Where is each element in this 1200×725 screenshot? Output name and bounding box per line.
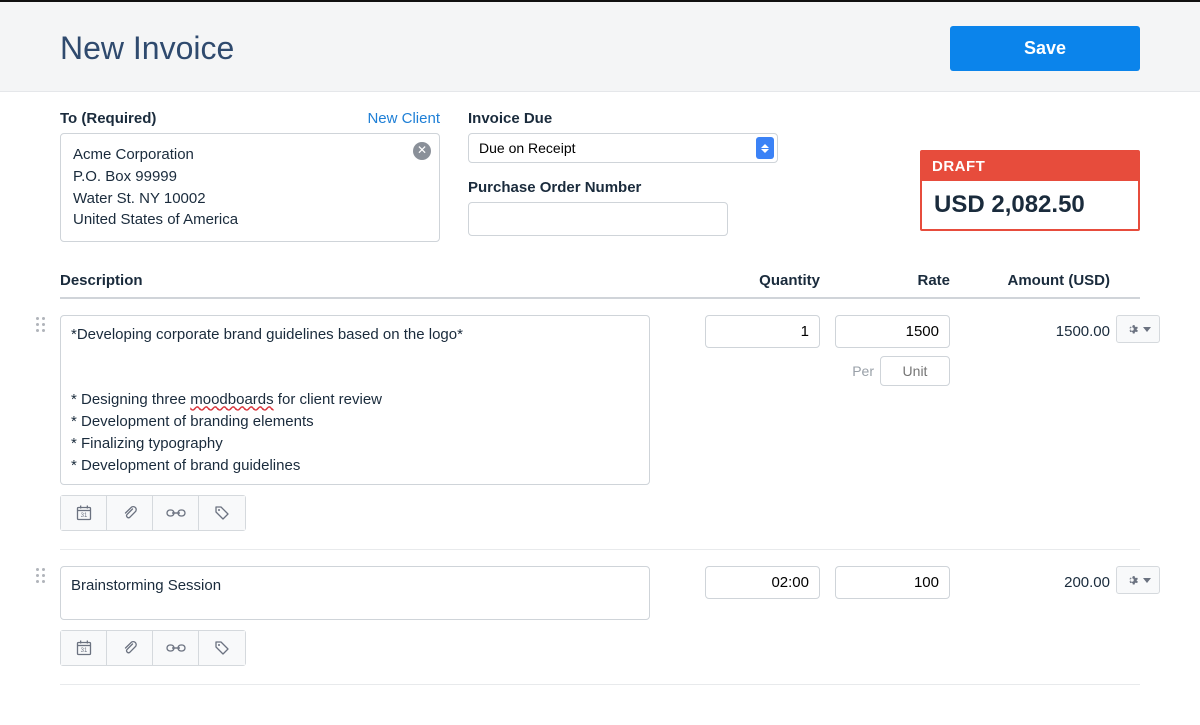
tag-icon[interactable] xyxy=(199,631,245,665)
col-description: Description xyxy=(60,272,680,289)
rate-input[interactable] xyxy=(835,566,950,599)
unit-input[interactable] xyxy=(880,356,950,386)
quantity-input[interactable] xyxy=(705,315,820,348)
status-badge: DRAFT xyxy=(922,152,1138,181)
client-address-3: United States of America xyxy=(73,209,427,231)
line-items-header: Description Quantity Rate Amount (USD) xyxy=(60,242,1140,299)
client-box[interactable]: Acme Corporation P.O. Box 99999 Water St… xyxy=(60,133,440,242)
client-address-2: Water St. NY 10002 xyxy=(73,188,427,210)
gear-icon xyxy=(1125,322,1139,336)
page-header: New Invoice Save xyxy=(0,2,1200,92)
svg-text:31: 31 xyxy=(80,513,87,519)
client-name: Acme Corporation xyxy=(73,144,427,166)
description-input[interactable]: *Developing corporate brand guidelines b… xyxy=(60,315,650,485)
svg-text:31: 31 xyxy=(80,648,87,654)
drag-handle-icon[interactable] xyxy=(36,317,46,333)
line-item: *Developing corporate brand guidelines b… xyxy=(60,299,1140,550)
client-section-label: To (Required) xyxy=(60,110,156,127)
gear-icon xyxy=(1125,573,1139,587)
calendar-icon[interactable]: 31 xyxy=(61,631,107,665)
chevron-down-icon xyxy=(1143,327,1151,332)
calendar-icon[interactable]: 31 xyxy=(61,496,107,530)
invoice-due-select[interactable] xyxy=(468,133,778,163)
quantity-input[interactable] xyxy=(705,566,820,599)
col-rate: Rate xyxy=(820,272,950,289)
invoice-total-amount: USD 2,082.50 xyxy=(922,181,1138,229)
po-label: Purchase Order Number xyxy=(468,179,778,196)
link-icon[interactable] xyxy=(153,631,199,665)
link-icon[interactable] xyxy=(153,496,199,530)
client-section: To (Required) New Client Acme Corporatio… xyxy=(60,110,440,242)
new-client-link[interactable]: New Client xyxy=(367,110,440,127)
line-item: Brainstorming Session 31 200 xyxy=(60,550,1140,685)
line-actions-menu[interactable] xyxy=(1116,566,1160,594)
save-button[interactable]: Save xyxy=(950,26,1140,71)
drag-handle-icon[interactable] xyxy=(36,568,46,584)
line-amount: 1500.00 xyxy=(950,315,1110,340)
per-label: Per xyxy=(852,363,874,379)
description-input[interactable]: Brainstorming Session xyxy=(60,566,650,620)
invoice-form: To (Required) New Client Acme Corporatio… xyxy=(0,92,1200,725)
rate-input[interactable] xyxy=(835,315,950,348)
line-item-tools: 31 xyxy=(60,630,246,666)
attachment-icon[interactable] xyxy=(107,496,153,530)
invoice-meta: Invoice Due Purchase Order Number xyxy=(468,110,778,236)
invoice-total-box: DRAFT USD 2,082.50 xyxy=(920,150,1140,231)
po-number-input[interactable] xyxy=(468,202,728,236)
col-quantity: Quantity xyxy=(680,272,820,289)
col-amount: Amount (USD) xyxy=(950,272,1110,289)
attachment-icon[interactable] xyxy=(107,631,153,665)
line-item-tools: 31 xyxy=(60,495,246,531)
invoice-due-label: Invoice Due xyxy=(468,110,778,127)
client-address-1: P.O. Box 99999 xyxy=(73,166,427,188)
chevron-down-icon xyxy=(1143,578,1151,583)
tag-icon[interactable] xyxy=(199,496,245,530)
clear-client-icon[interactable]: ✕ xyxy=(413,142,431,160)
line-amount: 200.00 xyxy=(950,566,1110,591)
page-title: New Invoice xyxy=(60,30,234,67)
per-unit-row: Per xyxy=(852,356,950,386)
line-actions-menu[interactable] xyxy=(1116,315,1160,343)
